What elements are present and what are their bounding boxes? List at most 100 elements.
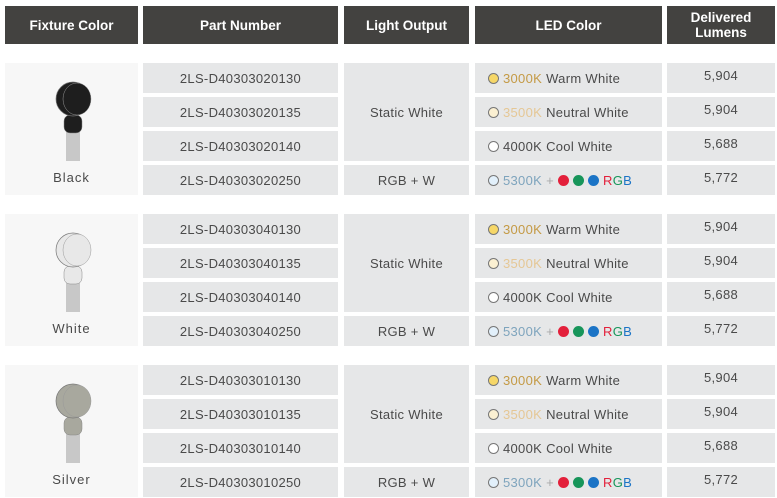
fixture-cell: Black	[5, 63, 138, 195]
plus-sign: +	[546, 323, 554, 339]
led-swatch-icon	[488, 72, 499, 84]
led-name: Neutral White	[546, 255, 629, 271]
led-temperature: 5300K	[503, 323, 543, 339]
fixture-image	[55, 81, 92, 161]
part-number-cell: 2LS-D40303010130	[143, 365, 338, 395]
lumens-cell: 5,772	[667, 316, 775, 346]
fixture-image	[55, 383, 92, 463]
fixture-cell: Silver	[5, 365, 138, 497]
fixture-cell: White	[5, 214, 138, 346]
green-dot-icon	[573, 476, 584, 488]
part-number-cell: 2LS-D40303040135	[143, 248, 338, 278]
part-number-cell: 2LS-D40303020130	[143, 63, 338, 93]
plus-sign: +	[546, 172, 554, 188]
green-dot-icon	[573, 325, 584, 337]
rgb-label: RGB	[603, 474, 633, 490]
led-color-cell: 3000K Warm White	[475, 63, 662, 93]
led-swatch-icon	[488, 476, 499, 488]
led-color-cell: 3500K Neutral White	[475, 248, 662, 278]
header-fixture-color: Fixture Color	[5, 6, 138, 44]
led-name: Warm White	[546, 221, 621, 237]
part-number-cell: 2LS-D40303040250	[143, 316, 338, 346]
led-name: Neutral White	[546, 406, 629, 422]
lumens-cell: 5,904	[667, 399, 775, 429]
led-temperature: 4000K	[503, 138, 543, 154]
led-swatch-icon	[488, 408, 499, 420]
led-color-cell: 3000K Warm White	[475, 365, 662, 395]
led-temperature: 3000K	[503, 70, 543, 86]
led-swatch-icon	[488, 374, 499, 386]
led-temperature: 4000K	[503, 440, 543, 456]
plus-sign: +	[546, 474, 554, 490]
led-temperature: 5300K	[503, 474, 543, 490]
led-color-cell: 4000K Cool White	[475, 282, 662, 312]
light-output-static-cell: Static White	[344, 365, 469, 463]
header-part-number: Part Number	[143, 6, 338, 44]
part-number-cell: 2LS-D40303010250	[143, 467, 338, 497]
led-name: Cool White	[546, 289, 613, 305]
blue-dot-icon	[588, 476, 599, 488]
lumens-cell: 5,772	[667, 467, 775, 497]
light-output-rgb-cell: RGB + W	[344, 316, 469, 346]
lumens-cell: 5,688	[667, 433, 775, 463]
led-color-cell: 3000K Warm White	[475, 214, 662, 244]
lumens-cell: 5,688	[667, 282, 775, 312]
led-temperature: 3500K	[503, 406, 543, 422]
part-number-cell: 2LS-D40303010135	[143, 399, 338, 429]
lumens-cell: 5,772	[667, 165, 775, 195]
led-color-cell: 5300K + RGB	[475, 467, 662, 497]
led-temperature: 4000K	[503, 289, 543, 305]
led-temperature: 5300K	[503, 172, 543, 188]
header-light-output: Light Output	[344, 6, 469, 44]
red-dot-icon	[558, 174, 569, 186]
led-temperature: 3500K	[503, 104, 543, 120]
part-number-cell: 2LS-D40303040140	[143, 282, 338, 312]
blue-dot-icon	[588, 174, 599, 186]
header-delivered-lumens: Delivered Lumens	[667, 6, 775, 44]
lumens-cell: 5,904	[667, 214, 775, 244]
light-output-static-cell: Static White	[344, 63, 469, 161]
led-name: Warm White	[546, 372, 621, 388]
led-swatch-icon	[488, 291, 499, 303]
lumens-cell: 5,904	[667, 63, 775, 93]
led-swatch-icon	[488, 223, 499, 235]
light-output-static-cell: Static White	[344, 214, 469, 312]
lumens-cell: 5,904	[667, 365, 775, 395]
led-name: Cool White	[546, 138, 613, 154]
led-color-cell: 4000K Cool White	[475, 131, 662, 161]
led-color-cell: 4000K Cool White	[475, 433, 662, 463]
light-output-rgb-cell: RGB + W	[344, 467, 469, 497]
led-swatch-icon	[488, 140, 499, 152]
green-dot-icon	[573, 174, 584, 186]
fixture-color-label: White	[52, 321, 91, 336]
led-color-cell: 3500K Neutral White	[475, 399, 662, 429]
led-color-cell: 5300K + RGB	[475, 165, 662, 195]
led-temperature: 3500K	[503, 255, 543, 271]
led-temperature: 3000K	[503, 221, 543, 237]
lumens-cell: 5,904	[667, 97, 775, 127]
fixture-color-label: Black	[53, 170, 90, 185]
led-color-cell: 3500K Neutral White	[475, 97, 662, 127]
part-number-cell: 2LS-D40303020135	[143, 97, 338, 127]
blue-dot-icon	[588, 325, 599, 337]
led-swatch-icon	[488, 106, 499, 118]
led-swatch-icon	[488, 325, 499, 337]
part-number-cell: 2LS-D40303010140	[143, 433, 338, 463]
led-swatch-icon	[488, 174, 499, 186]
led-swatch-icon	[488, 442, 499, 454]
led-color-cell: 5300K + RGB	[475, 316, 662, 346]
part-number-cell: 2LS-D40303020250	[143, 165, 338, 195]
part-number-cell: 2LS-D40303040130	[143, 214, 338, 244]
lumens-cell: 5,904	[667, 248, 775, 278]
lumens-cell: 5,688	[667, 131, 775, 161]
header-led-color: LED Color	[475, 6, 662, 44]
red-dot-icon	[558, 476, 569, 488]
led-name: Neutral White	[546, 104, 629, 120]
rgb-label: RGB	[603, 323, 633, 339]
led-name: Warm White	[546, 70, 621, 86]
fixture-color-label: Silver	[52, 472, 91, 487]
rgb-label: RGB	[603, 172, 633, 188]
light-output-rgb-cell: RGB + W	[344, 165, 469, 195]
led-temperature: 3000K	[503, 372, 543, 388]
part-number-cell: 2LS-D40303020140	[143, 131, 338, 161]
